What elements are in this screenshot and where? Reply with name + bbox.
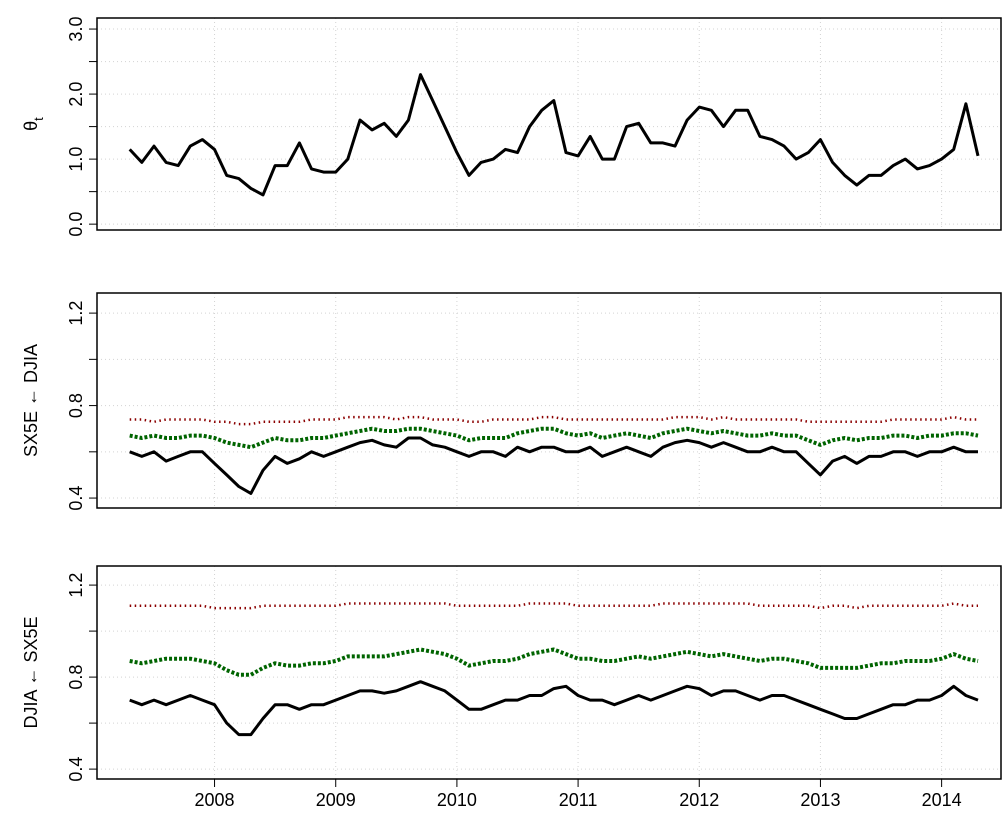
y-tick-label: 0.0 — [66, 212, 86, 237]
x-tick-label: 2010 — [437, 790, 477, 810]
series-line — [129, 647, 979, 677]
y-label-text: SX5E ← DJIA — [21, 344, 41, 457]
x-tick-label: 2014 — [922, 790, 962, 810]
series-line — [129, 680, 979, 737]
series-line — [129, 415, 978, 426]
plot-frame — [96, 292, 1002, 509]
x-tick-label: 2009 — [316, 790, 356, 810]
y-tick-label: 1.2 — [66, 573, 86, 598]
panel: 2008 2009 2010 2011 2012 2013 2014 0.4 0.8 1.2 DJI… — [21, 565, 1002, 810]
panel: 0.4 0.8 1.2 SX5E ← DJIA — [21, 292, 1002, 511]
panel: 0.0 1.0 2.0 3.0 θt — [21, 17, 1002, 237]
y-label-text: DJIA ← SX5E — [21, 616, 41, 728]
x-tick-label: 2011 — [559, 790, 598, 810]
plot-frame — [96, 17, 1002, 231]
y-tick-label: 0.4 — [66, 757, 86, 782]
series-line — [129, 426, 979, 450]
y-tick-label: 1.0 — [66, 147, 86, 172]
y-tick-label: 1.2 — [66, 301, 86, 326]
series-line — [128, 73, 980, 197]
y-axis-label: SX5E ← DJIA — [21, 344, 41, 457]
y-label-subscript: t — [31, 117, 46, 121]
y-axis-label: θt — [21, 117, 46, 131]
y-label-text: θ — [21, 121, 41, 131]
y-tick-label: 3.0 — [66, 17, 86, 42]
y-tick-label: 0.4 — [66, 486, 86, 511]
series-line — [129, 602, 978, 610]
y-tick-label: 0.8 — [66, 665, 86, 690]
x-tick-label: 2012 — [679, 790, 719, 810]
series-line — [129, 436, 978, 495]
x-tick-label: 2008 — [195, 790, 235, 810]
plot-frame — [96, 565, 1002, 780]
y-tick-label: 2.0 — [66, 82, 86, 107]
x-tick-label: 2013 — [800, 790, 840, 810]
y-axis-label: DJIA ← SX5E — [21, 616, 41, 728]
y-tick-label: 0.8 — [66, 393, 86, 418]
